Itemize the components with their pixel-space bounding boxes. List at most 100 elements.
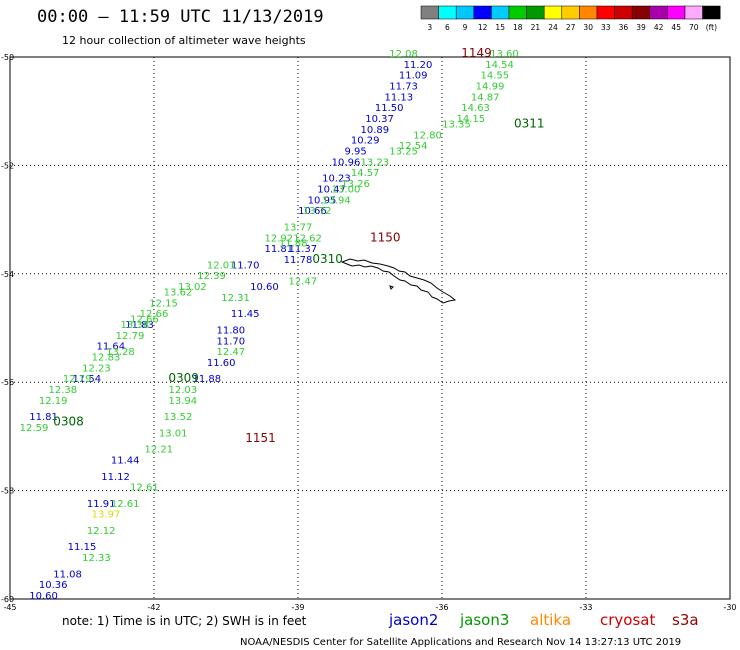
swh-value-jason3: 14.57 [351,168,380,179]
footer-credit: NOAA/NESDIS Center for Satellite Applica… [240,637,681,648]
swh-value-jason3: 12.54 [399,141,428,152]
swh-value-jason3: 13.62 [164,287,193,298]
scale-swatch [491,5,510,20]
swh-value-jason2: 10.23 [322,174,351,185]
swh-value-jason3: 12.92 [264,233,293,244]
swh-value-jason3: 12.23 [82,363,111,374]
swh-value-jason2: 11.81 [29,412,58,423]
swh-value-jason2: 11.88 [192,374,221,385]
plot-frame [9,56,731,600]
scale-label: 36 [619,23,629,32]
swh-value-jason3: 12.08 [389,49,418,60]
swh-value-jason3: 13.02 [178,282,207,293]
x-tick-label: -42 [147,603,160,612]
scale-label: (ft) [706,23,717,32]
swh-value-jason2: 11.13 [384,92,413,103]
swh-value-jason3: 12.31 [221,293,250,304]
swh-value-jason2: 11.80 [216,325,245,336]
swh-value-jason2: 11.44 [111,456,140,467]
swh-value-jason3: 12.59 [20,423,49,434]
scale-swatch [473,5,492,20]
scale-swatch [420,5,439,20]
x-tick-label: -36 [435,603,448,612]
pass-label: 0308 [53,415,84,429]
swh-value-jason3: 13.35 [442,119,471,130]
scale-swatch [631,5,651,20]
satellite-altika: altika [530,611,571,629]
south-georgia-coastline [340,258,457,304]
scale-label: 15 [495,23,505,32]
swh-value-jason3-yellow: 13.97 [92,510,121,521]
swh-value-jason2: 10.95 [308,195,337,206]
scale-swatch [438,5,457,20]
swh-value-jason2: 11.45 [231,309,260,320]
swh-value-jason2: 11.83 [125,320,154,331]
swh-value-jason2: 11.81 [264,244,293,255]
y-tick-label: -52 [1,161,14,170]
swh-value-jason3: 12.79 [63,374,92,385]
pass-label: 1149 [461,46,492,60]
scale-label: 18 [513,23,523,32]
scale-swatch [526,5,545,20]
swh-value-jason3: 13.72 [303,206,332,217]
swh-value-jason2: 11.37 [288,244,317,255]
swh-value-jason3: 13.25 [389,147,418,158]
scale-swatch [614,5,633,20]
y-tick-label: -50 [1,53,14,62]
pass-label: 0310 [312,252,343,266]
swh-value-jason3: 14.87 [471,92,500,103]
satellite-jason3: jason3 [459,611,509,629]
swh-value-jason3: 14.99 [476,82,505,93]
swh-value-jason3: 12.61 [111,499,140,510]
x-tick-label: -45 [3,603,16,612]
swh-value-jason2: 11.70 [216,336,245,347]
swh-value-jason3: 14.63 [461,103,490,114]
chart-subtitle: 12 hour collection of altimeter wave hei… [62,34,306,47]
swh-value-jason3: 14.15 [456,114,485,125]
swh-value-jason3: 12.47 [216,347,245,358]
swh-color-scale: 3 6 9 12 15 18 21 24 27 30 33 36 39 42 45 70 (ft) [420,5,721,32]
swh-value-jason3: 13.28 [106,347,135,358]
swh-value-jason3: 12.38 [48,385,77,396]
scale-label: 70 [689,23,699,32]
swh-value-jason3: 12.39 [197,271,226,282]
scale-swatch [543,5,563,20]
swh-value-jason3: 14.54 [485,60,514,71]
scale-swatch [702,5,721,20]
axis-ticks: -45 -42 -39 -36 -33 -30 -50 -52 -54 -56 -58 -60 [1,53,737,612]
swh-value-jason3: 13.01 [159,428,188,439]
swh-value-jason2: 10.47 [317,185,346,196]
scale-swatch [508,5,527,20]
swh-value-jason2: 11.50 [375,103,404,114]
scale-swatch [596,5,615,20]
swh-value-jason2: 10.66 [298,206,327,217]
footer-note: note: 1) Time is in UTC; 2) SWH is in fe… [62,614,307,628]
swh-value-jason2: 10.96 [332,157,361,168]
swh-value-jason2: 11.54 [72,374,101,385]
satellite-legend: jason2 jason3 altika cryosat s3a [388,611,699,629]
scale-label: 27 [566,23,576,32]
scale-label: 12 [478,23,488,32]
scale-swatch [649,5,668,20]
swh-value-jason2: 10.89 [360,125,389,136]
swh-value-jason3: 12.47 [288,277,317,288]
swh-value-jason3: 12.61 [130,483,159,494]
scale-label: 33 [601,23,611,32]
scale-swatch [579,5,598,20]
swh-value-jason2: 11.73 [389,82,418,93]
swh-value-jason3: 12.33 [82,553,111,564]
scale-label: 42 [654,23,664,32]
scale-swatch [561,5,580,20]
scale-label: 3 [427,23,432,32]
y-tick-label: -56 [1,378,14,387]
scale-swatch [684,5,703,20]
x-tick-label: -30 [723,603,736,612]
y-tick-label: -58 [1,487,14,496]
scale-swatch [455,5,475,20]
swh-value-jason2: 11.60 [207,358,236,369]
swh-value-jason3: 12.83 [92,353,121,364]
swh-value-jason2: 11.12 [101,472,130,483]
swh-value-jason3: 14.55 [480,71,509,82]
satellite-s3a: s3a [672,611,699,629]
swh-value-jason3: 13.52 [164,412,193,423]
